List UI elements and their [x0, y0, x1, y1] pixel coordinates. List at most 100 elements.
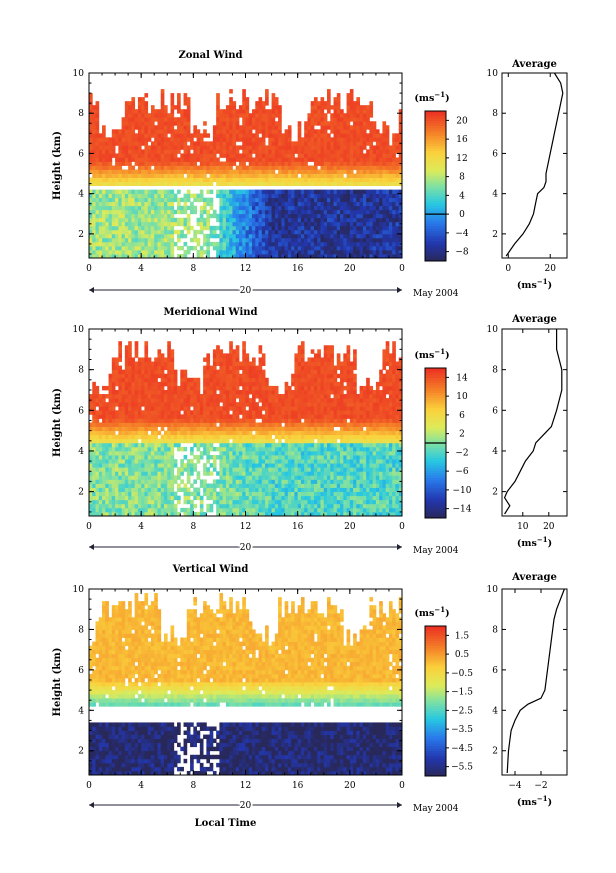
heatmap-cell	[248, 213, 253, 219]
heatmap-cell	[346, 177, 351, 182]
heatmap-cell	[177, 217, 181, 223]
heatmap-cell	[124, 381, 129, 387]
heatmap-cell	[300, 201, 305, 207]
heatmap-cell	[323, 121, 328, 126]
heatmap-cell	[216, 161, 220, 166]
heatmap-cell	[209, 398, 214, 403]
heatmap-cell	[105, 201, 109, 207]
heatmap-cell	[385, 177, 390, 182]
heatmap-cell	[340, 109, 344, 114]
heatmap-cell	[333, 237, 338, 243]
heatmap-cell	[115, 426, 119, 432]
heatmap-cell	[150, 475, 155, 480]
heatmap-cell	[330, 129, 334, 134]
heatmap-cell	[141, 201, 145, 207]
heatmap-cell	[150, 149, 155, 154]
heatmap-cell	[160, 109, 165, 114]
heatmap-cell	[353, 117, 357, 122]
heatmap-cell	[134, 205, 139, 211]
heatmap-cell	[382, 193, 387, 199]
heatmap-cell	[128, 418, 132, 423]
colorbar-swatch	[425, 121, 446, 124]
heatmap-cell	[343, 141, 347, 146]
heatmap-cell	[137, 109, 142, 114]
heatmap-cell	[229, 97, 233, 102]
heatmap-cell	[340, 225, 344, 231]
heatmap-cell	[340, 233, 344, 239]
heatmap-cell	[291, 153, 295, 158]
heatmap-cell	[108, 483, 113, 488]
heatmap-cell	[242, 105, 246, 110]
heatmap-cell	[128, 141, 132, 146]
heatmap-cell	[225, 157, 230, 162]
heatmap-cell	[183, 434, 188, 440]
heatmap-cell	[186, 169, 191, 174]
heatmap-cell	[274, 253, 279, 259]
heatmap-cell	[271, 181, 276, 187]
heatmap-cell	[343, 181, 347, 187]
heatmap-cell	[310, 169, 315, 174]
heatmap-cell	[167, 422, 171, 427]
heatmap-cell	[353, 137, 357, 142]
heatmap-cell	[167, 373, 171, 379]
heatmap-cell	[134, 483, 139, 488]
heatmap-cell	[252, 173, 256, 178]
heatmap-cell	[206, 394, 211, 399]
heatmap-cell	[245, 177, 250, 182]
heatmap-cell	[369, 197, 374, 203]
heatmap-cell	[366, 209, 370, 215]
heatmap-cell	[359, 109, 364, 114]
heatmap-cell	[92, 491, 96, 497]
heatmap-cell	[248, 137, 253, 142]
heatmap-cell	[124, 422, 129, 427]
heatmap-cell	[261, 125, 266, 130]
heatmap-cell	[375, 145, 380, 150]
heatmap-cell	[89, 463, 93, 468]
heatmap-cell	[134, 442, 139, 448]
heatmap-cell	[222, 109, 227, 114]
heatmap-cell	[163, 434, 168, 440]
heatmap-cell	[252, 177, 256, 182]
heatmap-cell	[186, 471, 191, 476]
heatmap-cell	[111, 446, 116, 452]
heatmap-cell	[382, 141, 387, 146]
heatmap-cell	[163, 153, 168, 158]
heatmap-cell	[320, 137, 325, 142]
heatmap-cell	[160, 121, 165, 126]
heatmap-cell	[144, 475, 149, 480]
heatmap-cell	[242, 225, 246, 231]
heatmap-cell	[333, 157, 338, 162]
heatmap-cell	[141, 141, 145, 146]
heatmap-cell	[385, 229, 390, 235]
heatmap-cell	[147, 197, 152, 203]
heatmap-cell	[170, 173, 175, 178]
heatmap-cell	[388, 157, 393, 162]
heatmap-cell	[323, 189, 328, 195]
heatmap-cell	[209, 410, 214, 415]
heatmap-cell	[124, 414, 129, 419]
heatmap-cell	[141, 426, 145, 432]
heatmap-cell	[141, 422, 145, 427]
heatmap-cell	[89, 153, 93, 158]
heatmap-cell	[229, 109, 233, 114]
heatmap-cell	[92, 205, 96, 211]
heatmap-cell	[313, 177, 318, 182]
heatmap-cell	[291, 161, 295, 166]
heatmap-cell	[222, 406, 227, 411]
heatmap-cell	[111, 369, 116, 375]
heatmap-cell	[144, 157, 149, 162]
heatmap-cell	[304, 213, 308, 219]
heatmap-cell	[222, 357, 227, 362]
heatmap-cell	[144, 213, 149, 219]
heatmap-cell	[258, 217, 263, 223]
heatmap-cell	[313, 249, 318, 255]
heatmap-cell	[144, 161, 149, 166]
heatmap-cell	[115, 129, 119, 134]
heatmap-cell	[199, 133, 204, 138]
heatmap-cell	[209, 205, 214, 211]
heatmap-cell	[333, 169, 338, 174]
colorbar-swatch	[425, 183, 446, 187]
heatmap-cell	[392, 173, 396, 178]
heatmap-cell	[235, 117, 240, 122]
heatmap-cell	[105, 402, 109, 407]
